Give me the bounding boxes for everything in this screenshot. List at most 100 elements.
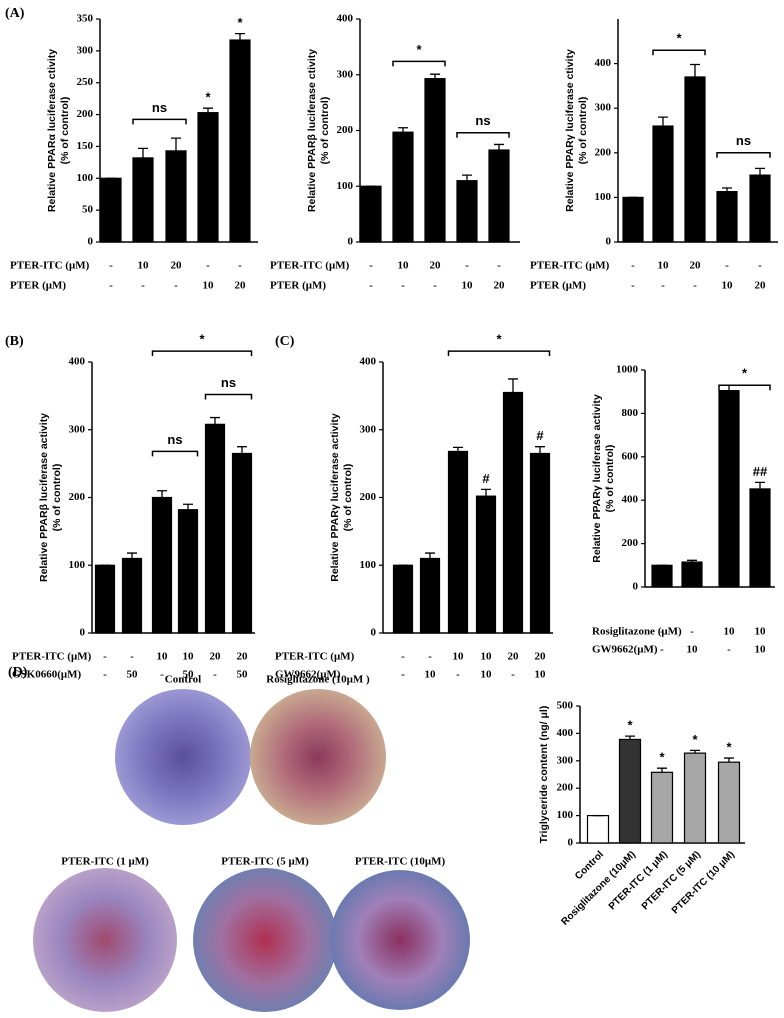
bar [684,76,706,243]
bar [424,78,446,243]
bracket [652,49,706,56]
y-tick-label: 400 [360,356,377,368]
condition-value: - [369,260,373,272]
condition-value: - [401,280,405,292]
condition-label: PTER-ITC (μM) [275,651,355,663]
annotation: ns [152,100,167,115]
bar [622,196,644,243]
y-axis-label: (% of control) [51,464,63,532]
annotation: * [199,332,205,347]
bar [132,157,154,243]
condition-value: - [213,669,217,681]
bar [94,564,116,634]
condition-value: 10 [755,644,767,656]
condition-value: - [109,280,113,292]
condition-label: PTER (μM) [10,280,66,292]
bar [716,191,738,243]
condition-value: 50 [237,669,249,681]
condition-value: 10 [157,651,169,663]
bar [683,752,707,844]
condition-label: PTER-ITC (μM) [270,260,350,272]
annotation: ns [475,113,490,128]
y-tick-label: 100 [337,180,354,192]
condition-value: 20 [690,260,702,272]
bar [231,452,253,634]
bar [392,564,414,634]
condition-value: - [141,280,145,292]
condition-value: 10 [658,260,670,272]
y-tick-label: 0 [633,581,639,593]
y-axis-label: Relative PPARβ luciferase activity [38,413,50,582]
bar [749,488,771,588]
bar [681,561,703,588]
y-tick-label: 300 [557,754,574,766]
y-tick-label: 400 [622,494,639,506]
condition-value: 50 [183,669,195,681]
condition-value: - [693,280,697,292]
condition-label: GW9662(μM) [592,644,658,656]
y-tick-label: 0 [80,627,86,639]
bar [502,391,524,634]
condition-value: - [725,260,729,272]
error-bar [535,446,545,454]
bracket [447,350,551,357]
condition-value: - [206,260,210,272]
y-tick-label: 800 [622,407,639,419]
annotation: * [627,718,633,733]
bracket [716,152,771,158]
condition-value: - [497,260,501,272]
bracket [151,350,253,357]
error-bar [724,757,734,763]
condition-label: PTER-ITC (μM) [12,651,92,663]
error-bar [625,735,635,740]
y-tick-label: 300 [69,423,86,435]
micrograph-label: Rosiglitazone (10μM ) [266,674,370,686]
y-tick-label: 600 [622,450,639,462]
y-axis-label: (% of control) [342,464,354,532]
y-tick-label: 300 [595,102,612,114]
bar [392,131,414,243]
y-tick-label: 150 [77,140,94,152]
annotation: * [205,90,211,105]
y-tick-label: 0 [606,236,612,248]
condition-value: 20 [494,280,506,292]
condition-value: 20 [535,651,547,663]
bar [586,814,610,844]
condition-label: GSK0660(μM) [12,669,82,681]
micrograph [330,870,470,1010]
y-tick-label: 300 [360,423,377,435]
annotation: # [536,428,544,443]
condition-value: - [660,626,664,638]
error-bar [425,552,435,559]
x-tick-label: PTER-ITC (5 μM) [640,849,703,912]
error-bar [722,187,732,192]
bar [456,180,478,243]
y-axis-label: (% of control) [59,97,71,165]
error-bar [494,143,504,151]
condition-value: - [401,669,405,681]
condition-value: 10 [138,260,150,272]
bar [204,423,226,634]
bracket [151,450,199,457]
condition-label: PTER (μM) [270,280,326,292]
bracket [718,384,771,391]
condition-value: 20 [210,651,222,663]
bracket [204,393,253,400]
condition-value: 10 [755,626,767,638]
condition-value: 10 [724,626,736,638]
condition-label: Rosiglitazone (μM) [592,626,682,638]
condition-value: 20 [235,280,247,292]
bar [651,564,673,588]
bar [197,112,219,243]
condition-value: - [369,280,373,292]
annotation: ns [221,375,236,390]
micrograph [250,689,386,825]
error-bar [157,490,167,498]
error-bar [690,749,700,754]
y-tick-label: 100 [595,191,612,203]
annotation: * [742,366,748,381]
condition-value: 20 [171,260,183,272]
error-bar [724,384,734,391]
annotation: * [237,15,243,30]
condition-value: 10 [398,260,410,272]
